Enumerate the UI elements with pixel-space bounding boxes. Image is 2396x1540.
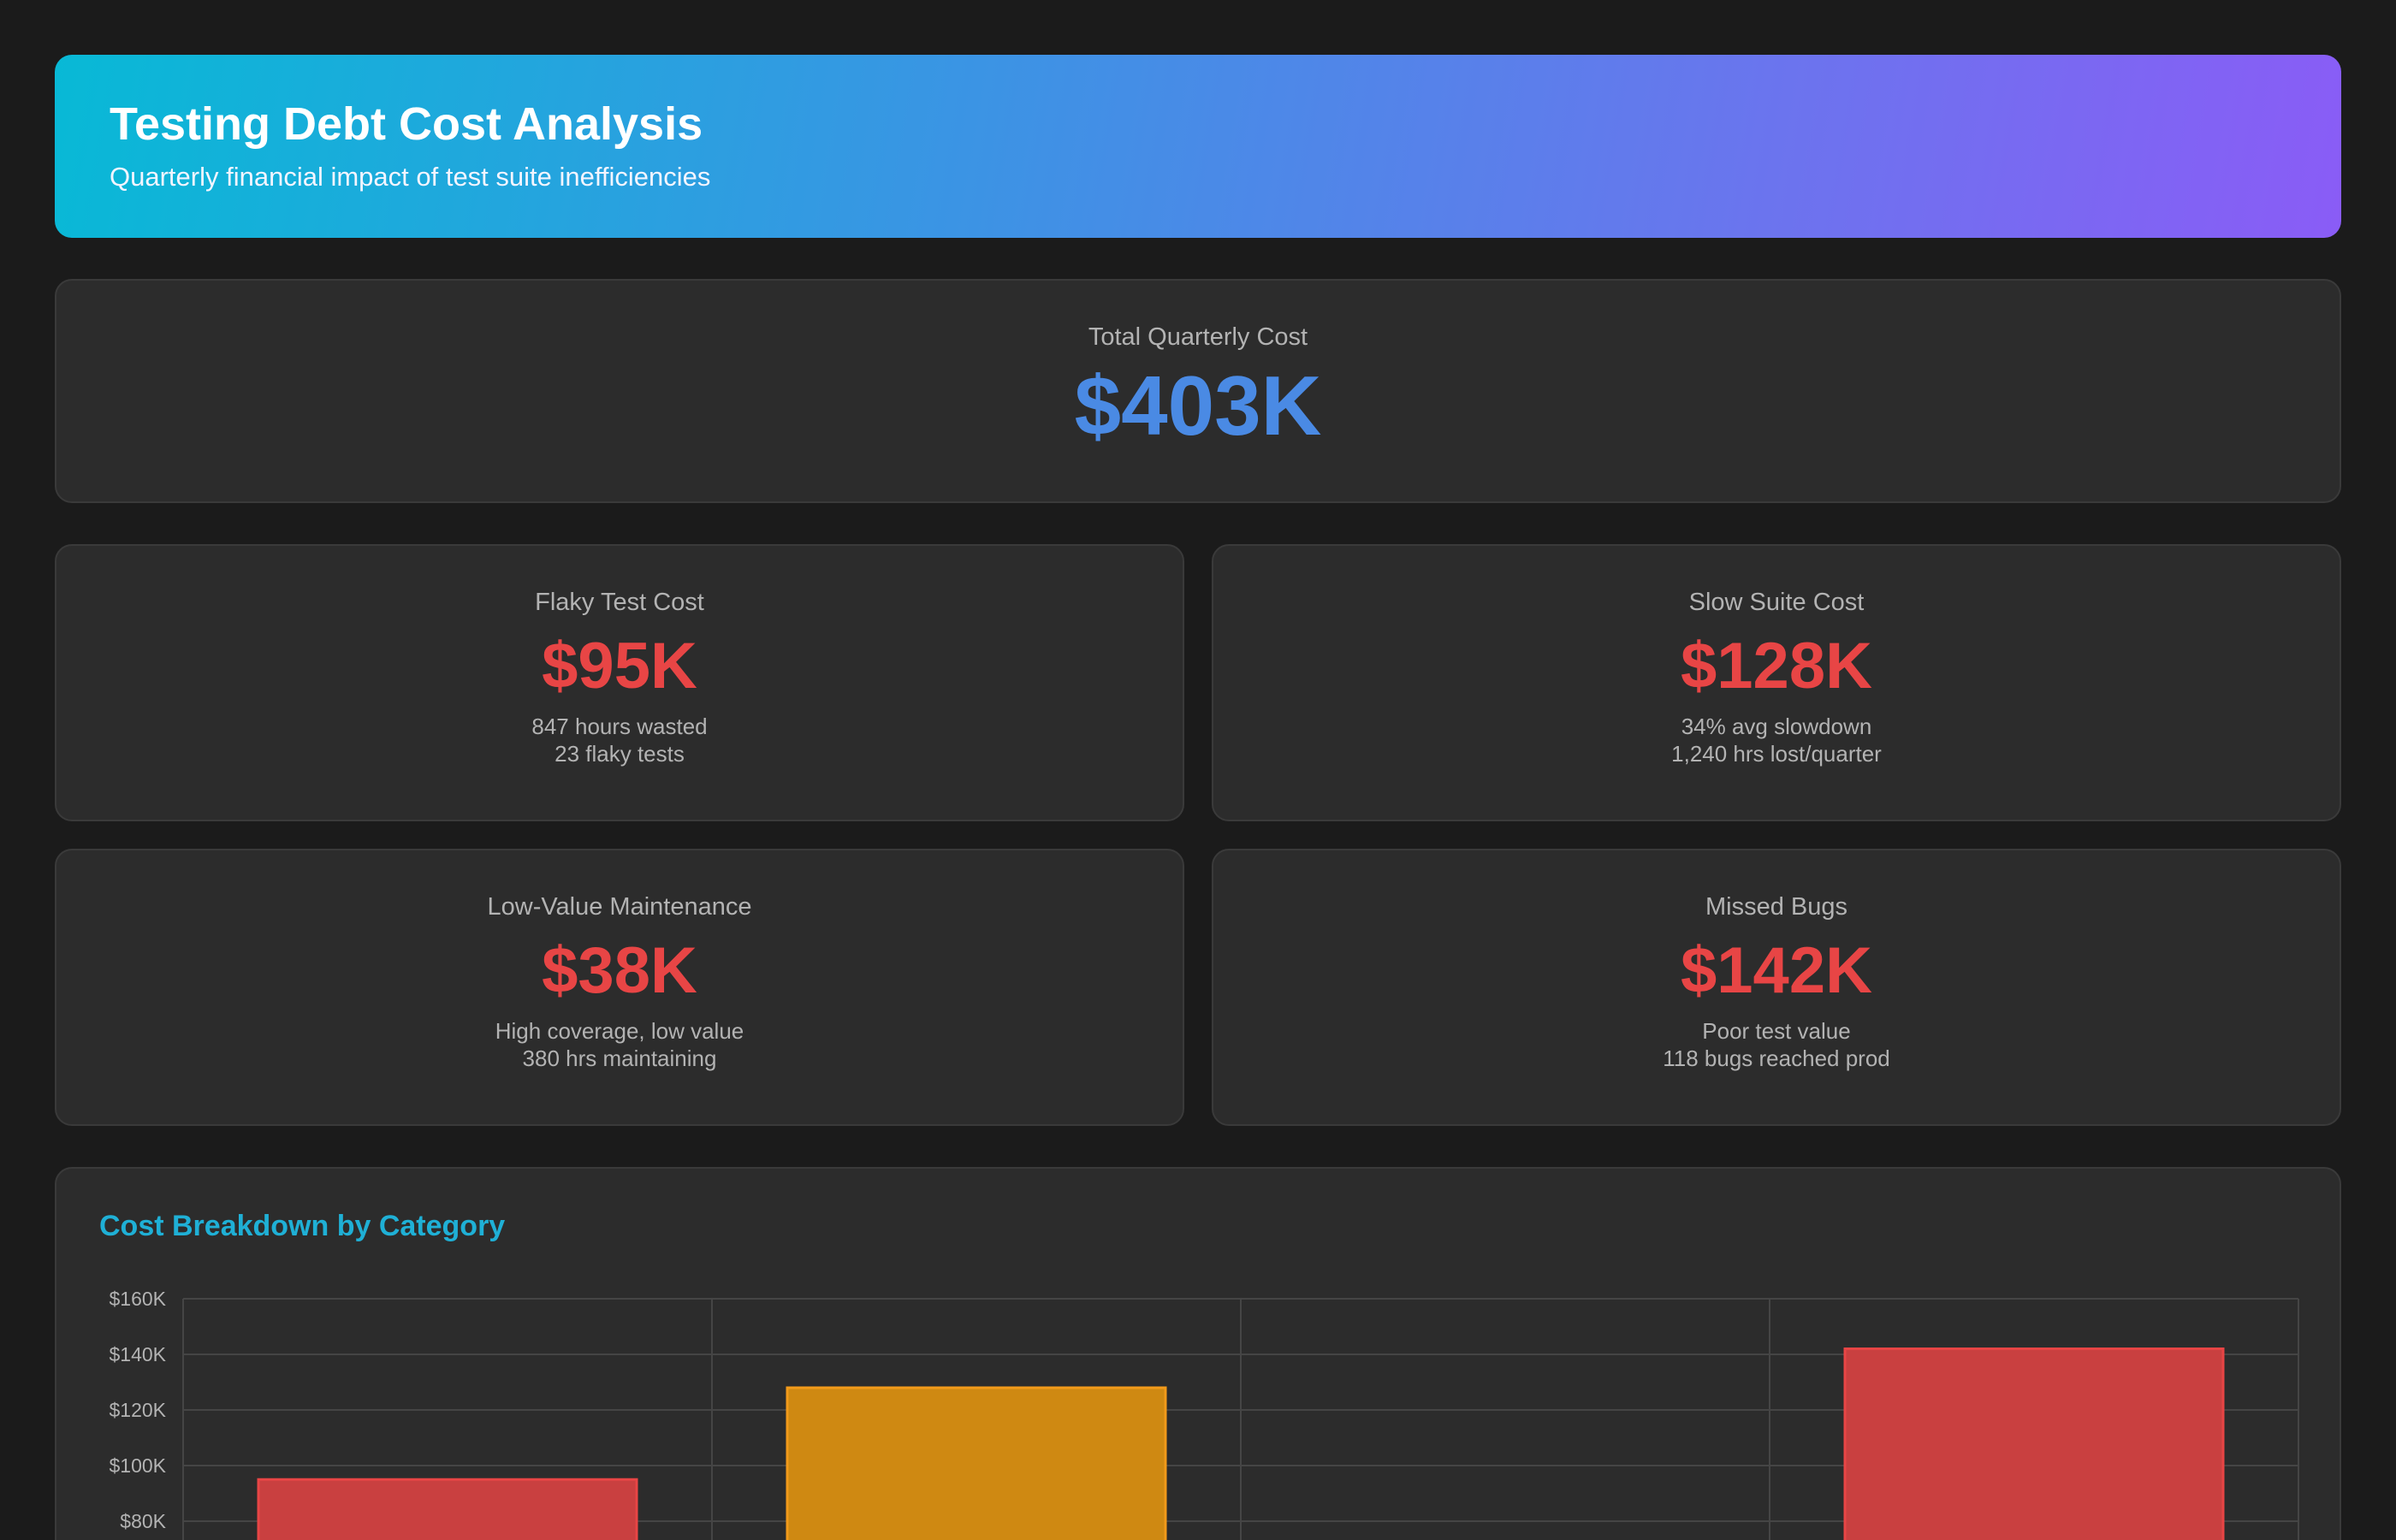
bar-flaky-test-cost	[257, 1478, 638, 1540]
cost-breakdown-bar-chart: $160K $140K $120K $100K $80K	[109, 1288, 2299, 1540]
slow-suite-cost-card: Slow Suite Cost $128K 34% avg slowdown 1…	[1212, 544, 2341, 821]
metric-detail: 1,240 hrs lost/quarter	[1671, 740, 1882, 767]
bar-missed-bugs	[1843, 1348, 2225, 1540]
total-cost-label: Total Quarterly Cost	[1088, 323, 1308, 351]
metric-label: Missed Bugs	[1705, 893, 1847, 921]
cost-breakdown-chart-card: Cost Breakdown by Category $160K $140K $12…	[55, 1167, 2341, 1540]
page-subtitle: Quarterly financial impact of test suite…	[110, 162, 711, 192]
y-tick-label: $100K	[109, 1454, 166, 1477]
metric-value: $95K	[542, 630, 697, 702]
total-cost-card: Total Quarterly Cost $403K	[55, 279, 2341, 503]
metric-label: Low-Value Maintenance	[487, 893, 752, 921]
metric-detail: 23 flaky tests	[555, 740, 685, 767]
low-value-maintenance-card: Low-Value Maintenance $38K High coverage…	[55, 849, 1184, 1126]
metric-label: Flaky Test Cost	[535, 589, 704, 616]
page-title: Testing Debt Cost Analysis	[110, 98, 703, 150]
metric-detail: 380 hrs maintaining	[522, 1045, 717, 1071]
metric-value: $38K	[542, 934, 697, 1007]
metric-value: $142K	[1681, 934, 1872, 1007]
y-tick-label: $120K	[109, 1399, 166, 1421]
metric-value: $128K	[1681, 630, 1872, 702]
y-tick-label: $140K	[109, 1343, 166, 1365]
missed-bugs-card: Missed Bugs $142K Poor test value 118 bu…	[1212, 849, 2341, 1126]
chart-title: Cost Breakdown by Category	[99, 1210, 506, 1242]
bar-slow-suite-cost	[786, 1386, 1167, 1540]
y-tick-label: $160K	[109, 1288, 166, 1310]
metric-detail: Poor test value	[1702, 1017, 1851, 1044]
metric-detail: High coverage, low value	[495, 1017, 744, 1044]
header-banner: Testing Debt Cost Analysis Quarterly fin…	[55, 55, 2341, 238]
metric-detail: 34% avg slowdown	[1681, 713, 1872, 739]
metric-label: Slow Suite Cost	[1688, 589, 1865, 616]
metric-detail: 118 bugs reached prod	[1663, 1045, 1890, 1071]
y-tick-label: $80K	[120, 1510, 166, 1532]
flaky-test-cost-card: Flaky Test Cost $95K 847 hours wasted 23…	[55, 544, 1184, 821]
total-cost-value: $403K	[1074, 358, 1322, 453]
metric-detail: 847 hours wasted	[531, 713, 708, 739]
